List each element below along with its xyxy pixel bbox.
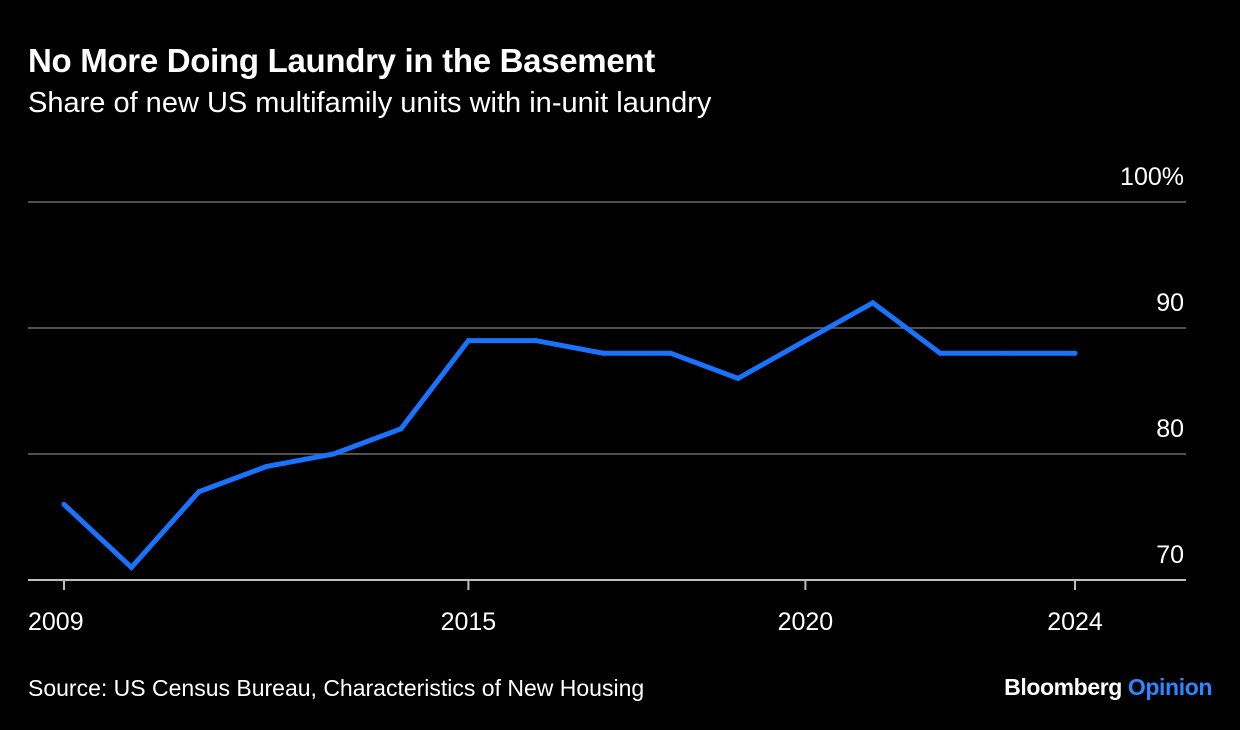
brand-name: Bloomberg [1004, 674, 1122, 700]
brand-accent: Opinion [1127, 674, 1212, 700]
brand-logo: Bloomberg Opinion [1004, 674, 1212, 701]
data-point-2015 [465, 338, 471, 344]
data-point-2021 [870, 300, 876, 306]
data-point-2012 [263, 464, 269, 470]
data-point-2014 [398, 426, 404, 432]
chart-subtitle: Share of new US multifamily units with i… [28, 87, 712, 119]
x-tick-label-2020: 2020 [778, 608, 834, 636]
data-point-2011 [196, 489, 202, 495]
data-point-2017 [600, 350, 606, 356]
data-point-2020 [802, 338, 808, 344]
y-tick-label-90: 90 [1156, 289, 1184, 317]
data-point-2023 [1005, 350, 1011, 356]
series-line-0 [62, 299, 1075, 571]
data-point-2013 [331, 451, 337, 457]
x-tick-label-2009: 2009 [28, 608, 84, 636]
data-point-2009 [61, 501, 67, 507]
source-note: Source: US Census Bureau, Characteristic… [28, 675, 645, 701]
data-point-2010 [128, 564, 134, 570]
x-tick-label-2024: 2024 [1047, 608, 1103, 636]
x-tick-label-2015: 2015 [441, 608, 497, 636]
data-point-2019 [735, 375, 741, 381]
y-tick-label-100: 100% [1120, 163, 1184, 191]
y-tick-label-80: 80 [1156, 415, 1184, 443]
chart-title: No More Doing Laundry in the Basement [28, 42, 655, 79]
data-point-2022 [937, 350, 943, 356]
data-point-2016 [533, 338, 539, 344]
y-tick-label-70: 70 [1156, 541, 1184, 569]
data-point-2018 [668, 350, 674, 356]
data-point-2024 [1072, 350, 1078, 356]
